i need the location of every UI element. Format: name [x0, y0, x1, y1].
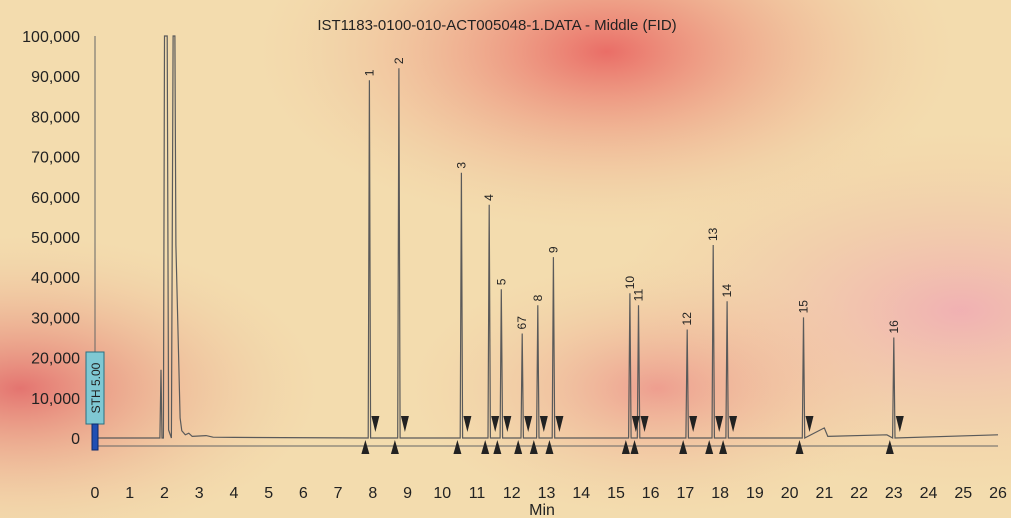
- peak-start-marker: [493, 440, 502, 454]
- x-tick-label: 23: [885, 485, 903, 502]
- y-tick-label: 90,000: [31, 69, 80, 86]
- x-tick-label: 24: [920, 485, 938, 502]
- x-tick-label: 15: [607, 485, 625, 502]
- x-tick-label: 17: [677, 485, 695, 502]
- peak-end-marker: [503, 416, 512, 432]
- peak-start-marker: [453, 440, 462, 454]
- y-tick-label: 80,000: [31, 109, 80, 126]
- peak-start-marker: [705, 440, 714, 454]
- peak-end-marker: [689, 416, 698, 432]
- sth-indicator: STH 5.00: [85, 351, 105, 451]
- peak-label: 11: [632, 289, 646, 302]
- peak-end-marker: [400, 416, 409, 432]
- x-tick-label: 13: [538, 485, 556, 502]
- y-axis-ticks: 0 10,000 20,000 30,000 40,000 50,000 60,000 70,…: [22, 29, 80, 448]
- peak-end-marker: [491, 416, 500, 432]
- y-tick-label: 50,000: [31, 230, 80, 247]
- peak-end-marker: [640, 416, 649, 432]
- peak-end-marker: [539, 416, 548, 432]
- x-tick-label: 9: [403, 485, 412, 502]
- peak-start-marker: [361, 440, 370, 454]
- y-tick-label: 10,000: [31, 391, 80, 408]
- peak-start-marker: [621, 440, 630, 454]
- peak-start-marker: [885, 440, 894, 454]
- peak-label: 3: [454, 162, 468, 169]
- x-tick-label: 6: [299, 485, 308, 502]
- x-tick-label: 11: [469, 485, 486, 502]
- x-tick-label: 18: [711, 485, 729, 502]
- x-tick-label: 19: [746, 485, 764, 502]
- peak-end-marker: [524, 416, 533, 432]
- peak-end-marker: [555, 416, 564, 432]
- peak-markers: [361, 416, 904, 454]
- y-tick-label: 40,000: [31, 270, 80, 287]
- peak-start-marker: [529, 440, 538, 454]
- chromatogram-trace: [95, 35, 999, 440]
- y-tick-label: 60,000: [31, 190, 80, 207]
- y-tick-label: 0: [71, 431, 80, 448]
- x-tick-label: 12: [503, 485, 521, 502]
- peak-end-marker: [729, 416, 738, 432]
- y-tick-label: 20,000: [31, 351, 80, 368]
- x-tick-label: 1: [125, 485, 134, 502]
- peak-end-marker: [631, 416, 640, 432]
- x-tick-label: 26: [989, 485, 1007, 502]
- peak-end-marker: [463, 416, 472, 432]
- peak-label: 14: [720, 284, 734, 298]
- peak-label: 2: [392, 57, 406, 64]
- peak-label: 1: [362, 69, 376, 76]
- peak-label: 13: [706, 227, 720, 241]
- sth-bar: [91, 423, 99, 451]
- peak-end-marker: [895, 416, 904, 432]
- peak-label: 5: [494, 278, 508, 285]
- peak-start-marker: [481, 440, 490, 454]
- peak-label: 15: [797, 300, 811, 314]
- peak-label: 10: [623, 276, 637, 290]
- x-tick-label: 22: [850, 485, 868, 502]
- peak-start-marker: [545, 440, 554, 454]
- peak-label: 9: [546, 246, 560, 253]
- x-tick-label: 0: [91, 485, 100, 502]
- sth-label: STH 5.00: [89, 362, 103, 413]
- peak-start-marker: [719, 440, 728, 454]
- peak-start-marker: [679, 440, 688, 454]
- peak-start-marker: [795, 440, 804, 454]
- peak-start-marker: [630, 440, 639, 454]
- x-tick-label: 5: [264, 485, 273, 502]
- chart-title: IST1183-0100-010-ACT005048-1.DATA - Midd…: [317, 17, 676, 34]
- peak-label: 67: [515, 316, 529, 330]
- x-tick-label: 21: [815, 485, 833, 502]
- peak-label: 12: [680, 312, 694, 326]
- x-axis-label: Min: [529, 502, 555, 518]
- peak-label: 4: [482, 194, 496, 201]
- y-tick-label: 30,000: [31, 310, 80, 327]
- x-tick-label: 4: [229, 485, 238, 502]
- x-tick-label: 2: [160, 485, 169, 502]
- x-tick-label: 8: [368, 485, 377, 502]
- x-axis-ticks: 0 1 2 3 4 5 6 7 8 9 10 11 12 13 14 15 16 17 18 19 20 21 22 23 24…: [91, 485, 1007, 502]
- x-tick-label: 25: [954, 485, 972, 502]
- peak-label: 16: [887, 320, 901, 334]
- x-tick-label: 20: [781, 485, 799, 502]
- peak-end-marker: [371, 416, 380, 432]
- peak-end-marker: [805, 416, 814, 432]
- x-tick-label: 10: [433, 485, 451, 502]
- peak-start-marker: [390, 440, 399, 454]
- x-tick-label: 7: [334, 485, 343, 502]
- y-tick-label: 70,000: [31, 150, 80, 167]
- x-tick-label: 3: [195, 485, 204, 502]
- peak-start-marker: [514, 440, 523, 454]
- x-tick-label: 16: [642, 485, 660, 502]
- y-tick-label: 100,000: [22, 29, 80, 46]
- x-tick-label: 14: [572, 485, 590, 502]
- peak-label: 8: [531, 294, 545, 301]
- peak-end-marker: [715, 416, 724, 432]
